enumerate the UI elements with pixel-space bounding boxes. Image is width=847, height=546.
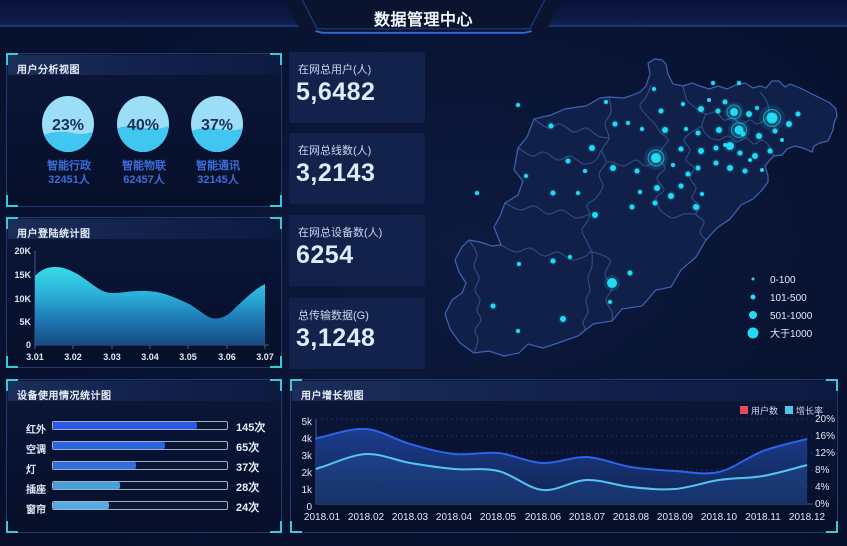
- svg-text:4k: 4k: [301, 434, 313, 445]
- svg-text:12%: 12%: [815, 448, 835, 459]
- svg-text:增长率: 增长率: [796, 406, 823, 416]
- svg-text:0: 0: [26, 340, 31, 350]
- svg-text:3k: 3k: [301, 451, 313, 462]
- svg-text:3.04: 3.04: [141, 352, 159, 362]
- svg-text:2018.04: 2018.04: [436, 512, 473, 523]
- svg-text:15K: 15K: [14, 270, 31, 280]
- svg-text:10K: 10K: [14, 294, 31, 304]
- svg-text:2018.10: 2018.10: [701, 512, 738, 523]
- svg-text:23%: 23%: [52, 117, 84, 134]
- svg-text:20%: 20%: [815, 414, 835, 425]
- svg-text:2018.02: 2018.02: [348, 512, 385, 523]
- svg-text:501-1000: 501-1000: [770, 311, 813, 322]
- svg-text:3.07: 3.07: [256, 352, 274, 362]
- svg-text:3.01: 3.01: [26, 352, 44, 362]
- svg-text:16%: 16%: [815, 431, 835, 442]
- svg-text:2018.11: 2018.11: [745, 512, 781, 523]
- svg-text:2018.08: 2018.08: [613, 512, 650, 523]
- svg-text:2018.07: 2018.07: [569, 512, 606, 523]
- svg-text:37%: 37%: [201, 117, 233, 134]
- svg-text:1k: 1k: [301, 485, 313, 496]
- svg-text:3.06: 3.06: [218, 352, 236, 362]
- svg-text:3.05: 3.05: [179, 352, 197, 362]
- svg-text:2018.12: 2018.12: [789, 512, 826, 523]
- svg-text:2018.09: 2018.09: [657, 512, 694, 523]
- svg-text:0-100: 0-100: [770, 275, 796, 286]
- svg-text:4%: 4%: [815, 482, 830, 493]
- svg-text:3.02: 3.02: [64, 352, 82, 362]
- svg-text:0%: 0%: [815, 499, 830, 510]
- svg-text:101-500: 101-500: [770, 293, 807, 304]
- svg-text:2018.01: 2018.01: [304, 512, 341, 523]
- svg-text:20K: 20K: [14, 246, 31, 256]
- svg-text:5k: 5k: [301, 417, 313, 428]
- svg-text:0: 0: [306, 502, 312, 513]
- svg-text:大于1000: 大于1000: [770, 327, 813, 340]
- svg-text:2k: 2k: [301, 468, 313, 479]
- svg-text:3.03: 3.03: [103, 352, 121, 362]
- svg-text:2018.05: 2018.05: [480, 512, 517, 523]
- svg-text:40%: 40%: [127, 117, 159, 134]
- svg-text:8%: 8%: [815, 465, 830, 476]
- svg-text:2018.03: 2018.03: [392, 512, 429, 523]
- svg-text:用户数: 用户数: [751, 406, 778, 416]
- svg-text:5K: 5K: [19, 317, 31, 327]
- svg-text:2018.06: 2018.06: [525, 512, 562, 523]
